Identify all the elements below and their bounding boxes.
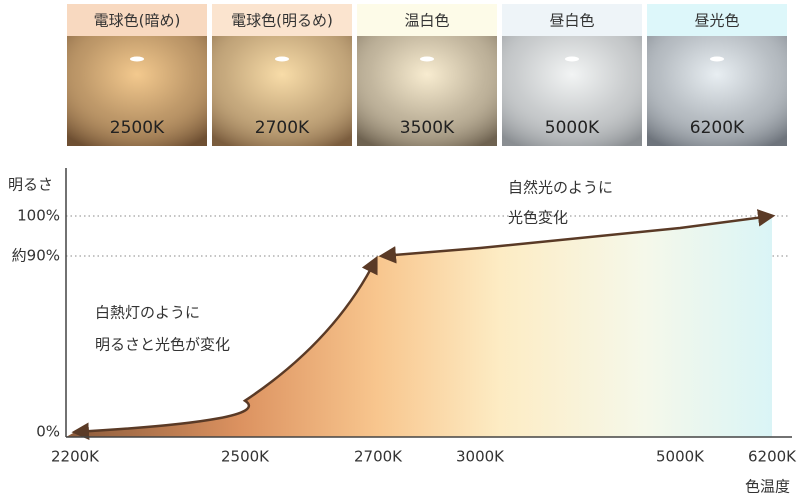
x-tick-label: 2500K: [221, 448, 270, 466]
swatch-label: 電球色(明るめ): [231, 12, 333, 30]
swatch-header: [502, 4, 642, 36]
x-tick-label: 2700K: [354, 448, 403, 466]
swatch-image-light: [67, 36, 207, 146]
swatch-header: [357, 4, 497, 36]
swatch-label: 昼光色: [694, 12, 739, 30]
swatch-image-light: [502, 36, 642, 146]
swatch-header: [212, 4, 352, 36]
swatch-label: 昼白色: [549, 12, 594, 30]
plot: [66, 209, 788, 440]
x-axis-title: 色温度: [745, 478, 790, 496]
swatch-temperature: 6200K: [690, 118, 745, 138]
line: [378, 209, 776, 264]
lamp: [420, 56, 434, 62]
area: [66, 216, 772, 437]
swatch-header: [647, 4, 787, 36]
x-tick-label: 6200K: [748, 448, 797, 466]
swatch-image-light: [647, 36, 787, 146]
swatch-temperature: 2700K: [255, 118, 310, 138]
annotation: 白熱灯のように: [95, 304, 200, 322]
x-tick-label: 3000K: [456, 448, 505, 466]
swatch-label: 温白色: [404, 12, 449, 30]
y-axis-title: 明るさ: [8, 176, 53, 194]
x-tick-label: 2200K: [51, 448, 100, 466]
annotation: 光色変化: [508, 209, 568, 227]
lamp: [565, 56, 579, 62]
swatches: 電球色(暗め) 2500K 電球色(明るめ) 2700K 温白色 3500K 昼白色 5000…: [67, 4, 787, 146]
y-tick-label: 0%: [36, 423, 60, 441]
swatch-image-light: [357, 36, 497, 146]
swatch-header: [67, 4, 207, 36]
lamp: [710, 56, 724, 62]
y-tick-label: 約90%: [12, 247, 60, 265]
line: [71, 255, 378, 440]
annotation: 自然光のように: [508, 179, 613, 197]
swatch-temperature: 3500K: [400, 118, 455, 138]
swatch-temperature: 5000K: [545, 118, 600, 138]
swatch-image-light: [212, 36, 352, 146]
swatch-label: 電球色(暗め): [94, 12, 181, 30]
annotation: 明るさと光色が変化: [95, 336, 230, 354]
x-tick-label: 5000K: [656, 448, 705, 466]
y-tick-label: 100%: [17, 207, 60, 225]
lamp: [275, 56, 289, 62]
lamp: [130, 56, 144, 62]
swatch-temperature: 2500K: [110, 118, 165, 138]
